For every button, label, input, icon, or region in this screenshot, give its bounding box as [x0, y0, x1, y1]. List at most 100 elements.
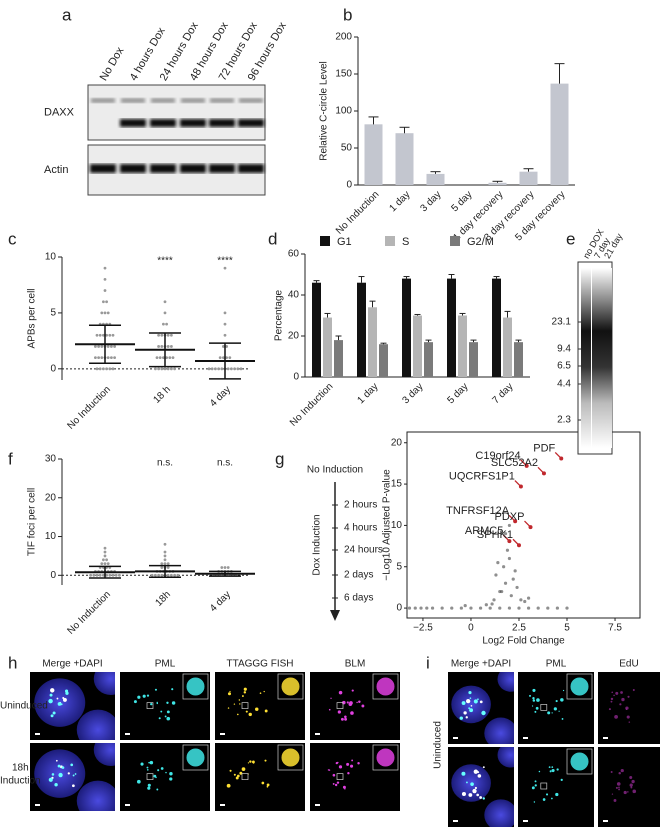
- y-axis-title: −Log10 Adjusted P-value: [382, 469, 393, 581]
- focus: [169, 772, 173, 776]
- micrograph-content: [610, 768, 637, 802]
- data-point: [494, 573, 498, 577]
- focus: [461, 771, 466, 776]
- data-point: [100, 311, 104, 315]
- focus: [561, 718, 564, 720]
- focus: [481, 710, 486, 716]
- data-point: [98, 333, 102, 337]
- data-point: [95, 333, 99, 337]
- focus: [226, 783, 231, 788]
- data-point: [223, 311, 227, 315]
- blot-membrane: [87, 84, 266, 141]
- focus: [57, 702, 62, 706]
- data-point: [225, 345, 229, 348]
- data-point: [103, 277, 107, 281]
- data-point: [157, 333, 161, 337]
- data-point: [106, 356, 110, 360]
- data-point: [459, 606, 463, 610]
- y-tick-label: 10: [45, 252, 57, 263]
- x-tick-label: 5 day: [445, 381, 470, 406]
- y-tick-label: 10: [45, 531, 57, 542]
- bar: [550, 83, 569, 185]
- focus: [337, 710, 341, 714]
- focus: [615, 786, 618, 789]
- focus: [551, 766, 554, 768]
- focus: [618, 771, 621, 775]
- annotation-arrow: [514, 480, 521, 487]
- data-point: [166, 573, 170, 577]
- micrograph-content: [529, 673, 593, 720]
- column-label: BLM: [345, 659, 366, 670]
- roi: [241, 773, 249, 780]
- timeline-arrow: [330, 610, 340, 621]
- annotation: C19orf24: [475, 450, 520, 462]
- focus: [72, 784, 75, 788]
- focus: [160, 710, 163, 713]
- focus: [140, 762, 144, 766]
- band: [90, 164, 116, 173]
- focus: [632, 789, 637, 794]
- roi: [146, 702, 154, 709]
- bar: [469, 342, 478, 377]
- bar: [368, 307, 377, 377]
- micrograph: [598, 747, 660, 827]
- data-point: [155, 356, 159, 360]
- data-point: [488, 606, 492, 610]
- inset-cell: [186, 748, 205, 767]
- focus: [621, 697, 625, 702]
- focus: [536, 698, 540, 702]
- focus: [350, 764, 354, 768]
- focus: [157, 769, 160, 772]
- focus: [618, 788, 621, 791]
- focus: [529, 694, 532, 697]
- focus: [611, 793, 614, 795]
- y-axis-title: Percentage: [274, 289, 285, 341]
- data-point: [105, 333, 108, 337]
- data-point: [105, 367, 108, 371]
- focus: [613, 799, 617, 802]
- nucleus: [93, 743, 115, 766]
- nucleus: [497, 672, 514, 692]
- data-point: [490, 602, 494, 606]
- data-point: [95, 573, 99, 577]
- nucleus: [451, 685, 491, 724]
- focus: [332, 782, 335, 785]
- focus: [156, 788, 159, 791]
- focus: [357, 762, 360, 765]
- data-point: [226, 367, 230, 371]
- roi: [540, 782, 548, 790]
- data-point: [160, 367, 164, 371]
- data-point: [108, 333, 112, 337]
- blot-row-label: Actin: [44, 164, 68, 176]
- micrograph-content: [327, 744, 399, 790]
- data-point: [170, 333, 173, 337]
- legend-label: G1: [337, 236, 352, 248]
- focus: [148, 761, 150, 764]
- blot-membrane: [87, 144, 266, 196]
- focus: [618, 786, 620, 789]
- data-point: [555, 606, 560, 610]
- data-point: [519, 598, 523, 602]
- inset-cell: [570, 752, 589, 771]
- roi: [336, 702, 344, 709]
- size-marker: 4.4: [557, 379, 571, 390]
- data-point: [102, 573, 105, 577]
- focus: [473, 769, 478, 774]
- focus: [347, 772, 350, 775]
- data-point: [97, 356, 100, 360]
- micrograph-content: [226, 744, 304, 788]
- bar: [364, 124, 383, 185]
- bar: [395, 133, 414, 185]
- column-label: EdU: [619, 659, 638, 670]
- focus: [620, 768, 624, 773]
- focus: [545, 793, 549, 796]
- timeline-axis-label: Dox Induction: [312, 514, 323, 575]
- data-point: [118, 573, 121, 577]
- data-point: [233, 367, 237, 371]
- data-point: [222, 345, 225, 348]
- focus: [479, 796, 483, 799]
- data-point: [163, 562, 167, 566]
- focus: [49, 693, 53, 697]
- x-tick-label: 4 day: [208, 384, 233, 409]
- column-label: PML: [155, 659, 176, 670]
